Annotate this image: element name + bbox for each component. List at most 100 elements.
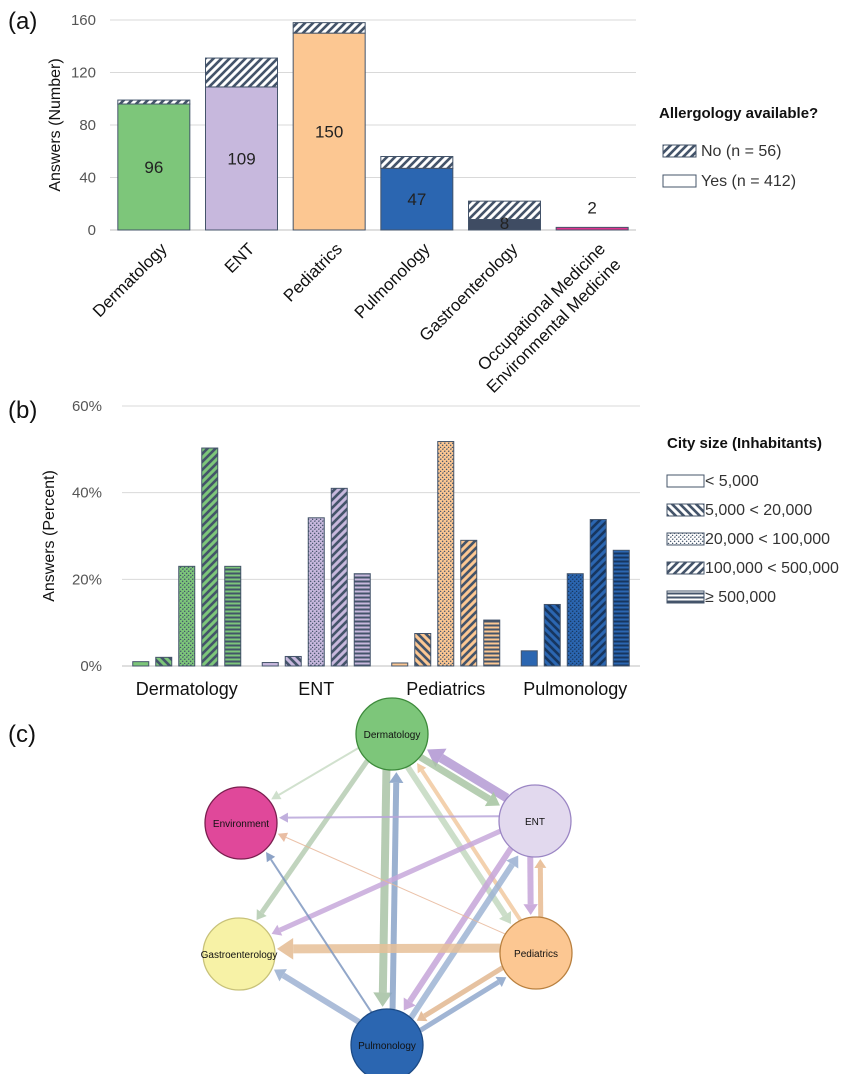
bar-pediatrics-yes (292, 32, 366, 231)
edge-arrowhead-ent-to-environment (278, 812, 288, 823)
bar-pediatrics-20-000-100-000 (437, 441, 455, 667)
panel-b-gridlines (122, 405, 640, 667)
panel-a-y-tick-label: 0 (88, 222, 96, 239)
panel-a-legend-label-no: No (n = 56) (701, 143, 781, 160)
panel-label-c: (c) (8, 721, 36, 748)
panel-b-y-tick-label: 40% (72, 485, 102, 502)
bar-pulmonology-500-000 (612, 549, 630, 667)
panel-b-legend-swatch-5 (666, 590, 705, 604)
edge-arrowhead-pediatrics-to-environment (277, 832, 289, 842)
edge-pediatrics-to-gastroenterology (293, 943, 500, 954)
bar-pulmonology-5-000-20-000 (543, 603, 561, 667)
node-label-environment: Environment (213, 819, 269, 830)
panel-a-y-tick-label: 80 (79, 117, 96, 134)
edge-arrowhead-ent-to-pediatrics (523, 904, 538, 916)
panel-b-legend-title: City size (Inhabitants) (667, 435, 822, 452)
panel-b-category-labels: Dermatology ENT Pediatrics Pulmonology (136, 679, 628, 699)
edge-arrowhead-pulmonology-to-gastroenterology (273, 969, 287, 982)
data-label-pediatrics: 150 (315, 123, 343, 142)
panel-a-bars (117, 22, 629, 231)
panel-b-legend: City size (Inhabitants) < 5,000 5,000 < 2… (666, 435, 839, 606)
edge-ent-to-pulmonology (407, 846, 514, 1004)
edge-arrowhead-pulmonology-to-pediatrics (495, 976, 507, 988)
panel-a-y-tick-label: 160 (71, 12, 96, 29)
edge-dermatology-to-ent (418, 753, 491, 802)
edge-arrowhead-pulmonology-to-dermatology (389, 772, 404, 783)
bar-pulmonology-5-000 (520, 650, 538, 667)
edge-pulmonology-to-ent (408, 862, 515, 1020)
panel-b-legend-swatch-4 (666, 561, 705, 575)
bar-dermatology-5-000 (132, 661, 150, 667)
panel-b-legend-label-3: 20,000 < 100,000 (705, 531, 830, 548)
panel-b-category-dermatology: Dermatology (136, 679, 238, 699)
edge-arrowhead-ent-to-pulmonology (403, 997, 416, 1011)
edge-arrowhead-dermatology-to-pediatrics (498, 911, 512, 924)
panel-a-category-labels: Dermatology ENT Pediatrics PulmonologyGastr… (89, 239, 624, 397)
bar-pediatrics-500-000 (483, 619, 501, 667)
bar-pediatrics-5-000-20-000 (414, 633, 432, 667)
panel-a-legend: Allergology available? No (n = 56) Yes (n… (659, 105, 818, 190)
edge-ent-to-gastroenterology (278, 828, 502, 933)
bar-dermatology-100-000-500-000 (201, 447, 219, 667)
edge-dermatology-to-pediatrics (405, 765, 508, 917)
panel-a-y-tick-label: 40 (79, 170, 96, 187)
panel-b-bar-chart: (b) Answers (Percent) 0% 20% 40% 60% Dermat… (8, 397, 839, 699)
edge-ent-to-dermatology (438, 754, 510, 802)
bar-dermatology-5-000-20-000 (155, 656, 173, 667)
edge-arrowhead-dermatology-to-ent (484, 791, 500, 807)
panel-b-category-pediatrics: Pediatrics (406, 679, 485, 699)
node-circle-dermatology (355, 697, 429, 771)
data-label-environmental: 2 (587, 198, 596, 217)
data-label-ent: 109 (227, 149, 255, 168)
bar-dermatology-yes (117, 103, 191, 231)
panel-c-network-diagram: (c) Dermatology ENT Environment Pediatrics G… (8, 697, 573, 1074)
panel-a-legend-label-yes: Yes (n = 412) (701, 173, 796, 190)
node-environment: Environment (204, 786, 278, 860)
bar-ent-5-000 (261, 662, 279, 667)
edge-dermatology-to-environment (278, 747, 359, 796)
node-circle-environment (204, 786, 278, 860)
edge-dermatology-to-gastroenterology (259, 759, 370, 914)
bar-ent-no (205, 57, 278, 88)
node-label-dermatology: Dermatology (364, 730, 421, 741)
bar-ent-yes (205, 86, 278, 231)
bar-ent-100-000-500-000 (330, 487, 348, 667)
panel-c-edges (256, 747, 547, 1033)
panel-b-y-ticks: 0% 20% 40% 60% (72, 398, 102, 675)
panel-a-legend-title: Allergology available? (659, 105, 818, 122)
data-label-gastroenterology: 8 (500, 214, 509, 233)
panel-a-gridlines (110, 19, 636, 231)
panel-b-y-tick-label: 60% (72, 398, 102, 415)
panel-b-category-pulmonology: Pulmonology (523, 679, 627, 699)
panel-b-legend-label-1: < 5,000 (705, 473, 759, 490)
node-label-pediatrics: Pediatrics (514, 949, 558, 960)
node-circle-pulmonology (350, 1008, 424, 1074)
panel-a-legend-swatch-no (662, 144, 697, 158)
bar-pulmonology-20-000-100-000 (566, 573, 584, 667)
panel-b-y-tick-label: 20% (72, 571, 102, 588)
edge-pulmonology-to-pediatrics (418, 979, 500, 1033)
edge-pediatrics-to-pulmonology (423, 965, 505, 1019)
data-label-pulmonology: 47 (407, 190, 426, 209)
category-label-pediatrics: Pediatrics (280, 239, 346, 305)
bar-pediatrics-100-000-500-000 (460, 539, 478, 667)
panel-b-legend-swatch-1 (666, 474, 705, 488)
edge-pulmonology-to-environment (270, 858, 373, 1013)
edge-arrowhead-pulmonology-to-ent (506, 855, 519, 869)
panel-a-y-ticks: 0 40 80 120 160 (71, 12, 96, 239)
edge-arrowhead-dermatology-to-environment (271, 790, 282, 800)
category-label-dermatology: Dermatology (89, 239, 171, 321)
panel-c-nodes: Dermatology ENT Environment Pediatrics Gastr… (201, 697, 573, 1074)
bar-dermatology-no (117, 99, 191, 105)
bar-dermatology-20-000-100-000 (178, 565, 196, 667)
bar-ent-20-000-100-000 (307, 517, 325, 667)
panel-b-y-axis-title: Answers (Percent) (41, 470, 58, 602)
panel-b-category-ent: ENT (298, 679, 334, 699)
bar-gastroenterology-no (468, 200, 541, 220)
panel-b-legend-swatch-3 (666, 532, 705, 546)
panel-b-legend-label-4: 100,000 < 500,000 (705, 560, 839, 577)
bar-ent-500-000 (353, 573, 371, 667)
node-ent: ENT (498, 784, 572, 858)
panel-b-legend-label-5: ≥ 500,000 (705, 589, 776, 606)
